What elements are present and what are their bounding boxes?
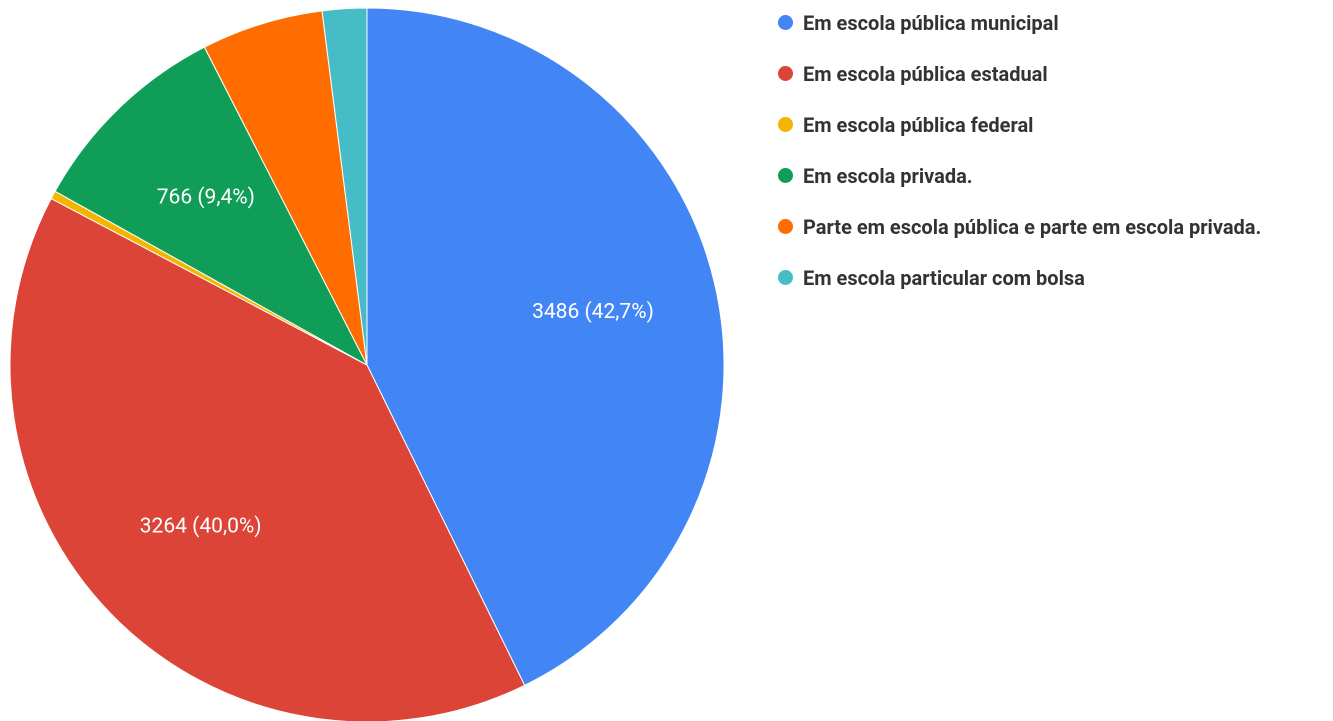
legend-label: Em escola pública federal bbox=[803, 113, 1034, 137]
legend-label: Parte em escola pública e parte em escol… bbox=[803, 215, 1262, 239]
legend-item: Em escola pública estadual bbox=[776, 61, 1326, 87]
legend-item: Parte em escola pública e parte em escol… bbox=[776, 214, 1326, 240]
legend-label: Em escola privada. bbox=[803, 164, 973, 188]
legend-marker bbox=[778, 219, 793, 234]
legend-marker bbox=[778, 117, 793, 132]
legend-marker bbox=[778, 168, 793, 183]
data-label: 3264 (40,0%) bbox=[140, 514, 262, 538]
pie-slice bbox=[9, 197, 526, 721]
pie-slice bbox=[366, 7, 725, 686]
legend-label: Em escola particular com bolsa bbox=[803, 266, 1085, 290]
data-label: 3486 (42,7%) bbox=[532, 300, 654, 324]
legend: Em escola pública municipal Em escola púb… bbox=[776, 10, 1326, 316]
legend-item: Em escola particular com bolsa bbox=[776, 265, 1326, 291]
legend-item: Em escola pública municipal bbox=[776, 10, 1326, 36]
legend-label: Em escola pública municipal bbox=[803, 11, 1059, 35]
legend-marker bbox=[778, 270, 793, 285]
legend-item: Em escola privada. bbox=[776, 163, 1326, 189]
legend-marker bbox=[778, 15, 793, 30]
pie-slice bbox=[54, 46, 369, 367]
pie-slice bbox=[321, 7, 368, 366]
chart: 3486 (42,7%) 3264 (40,0%) 766 (9,4%) bbox=[9, 7, 725, 721]
legend-item: Em escola pública federal bbox=[776, 112, 1326, 138]
legend-marker bbox=[778, 66, 793, 81]
legend-label: Em escola pública estadual bbox=[803, 62, 1048, 86]
data-label: 766 (9,4%) bbox=[157, 186, 255, 210]
